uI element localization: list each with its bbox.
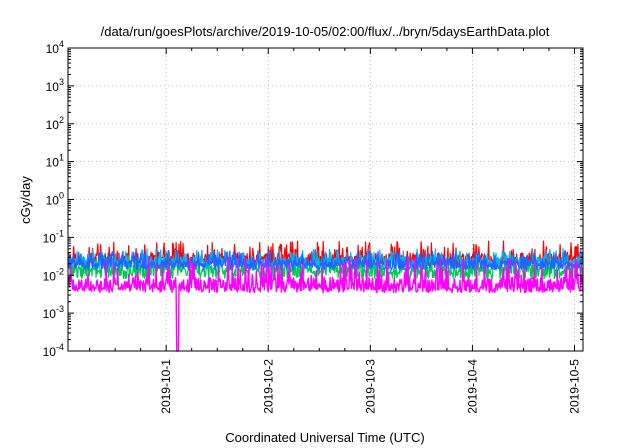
series-line <box>67 249 584 271</box>
y-tick-label: 10-2 <box>43 266 64 283</box>
x-axis-label: Coordinated Universal Time (UTC) <box>225 430 424 445</box>
y-tick-exponent: 2 <box>59 115 64 125</box>
x-tick-label: 2019-10-5 <box>567 359 581 414</box>
y-tick-exponent: 3 <box>59 77 64 87</box>
grid <box>68 48 583 351</box>
x-tick-label: 2019-10-3 <box>363 359 377 414</box>
y-tick-label: 10-4 <box>43 342 64 359</box>
y-tick-label: 101 <box>46 153 64 170</box>
series-line <box>67 248 584 270</box>
x-axis: 2019-10-1 2019-10-2 2019-10-3 2019-10-4 2019… <box>89 48 581 414</box>
y-tick-exponent: 1 <box>59 153 64 163</box>
y-tick-label: 104 <box>46 39 64 56</box>
chart-title: /data/run/goesPlots/archive/2019-10-05/0… <box>101 24 550 39</box>
plot-frame <box>67 47 584 352</box>
x-tick-label: 2019-10-4 <box>465 359 479 414</box>
y-tick-exponent: 4 <box>59 39 64 49</box>
y-tick-exponent: -4 <box>56 342 64 352</box>
y-tick-exponent: -3 <box>56 304 64 314</box>
y-tick-label: 102 <box>46 115 64 132</box>
series-line <box>67 256 584 352</box>
y-tick-label: 103 <box>46 77 64 94</box>
y-tick-exponent: -2 <box>56 266 64 276</box>
y-tick-exponent: -1 <box>56 228 64 238</box>
x-tick-label: 2019-10-2 <box>261 359 275 414</box>
y-tick-label: 100 <box>46 191 64 208</box>
series-group <box>67 240 584 352</box>
y-tick-exponent: 0 <box>59 191 64 201</box>
y-axis-label: cGy/day <box>18 176 33 224</box>
y-tick-label: 10-3 <box>43 304 64 321</box>
x-tick-label: 2019-10-1 <box>159 359 173 414</box>
y-tick-label: 10-1 <box>43 228 64 245</box>
